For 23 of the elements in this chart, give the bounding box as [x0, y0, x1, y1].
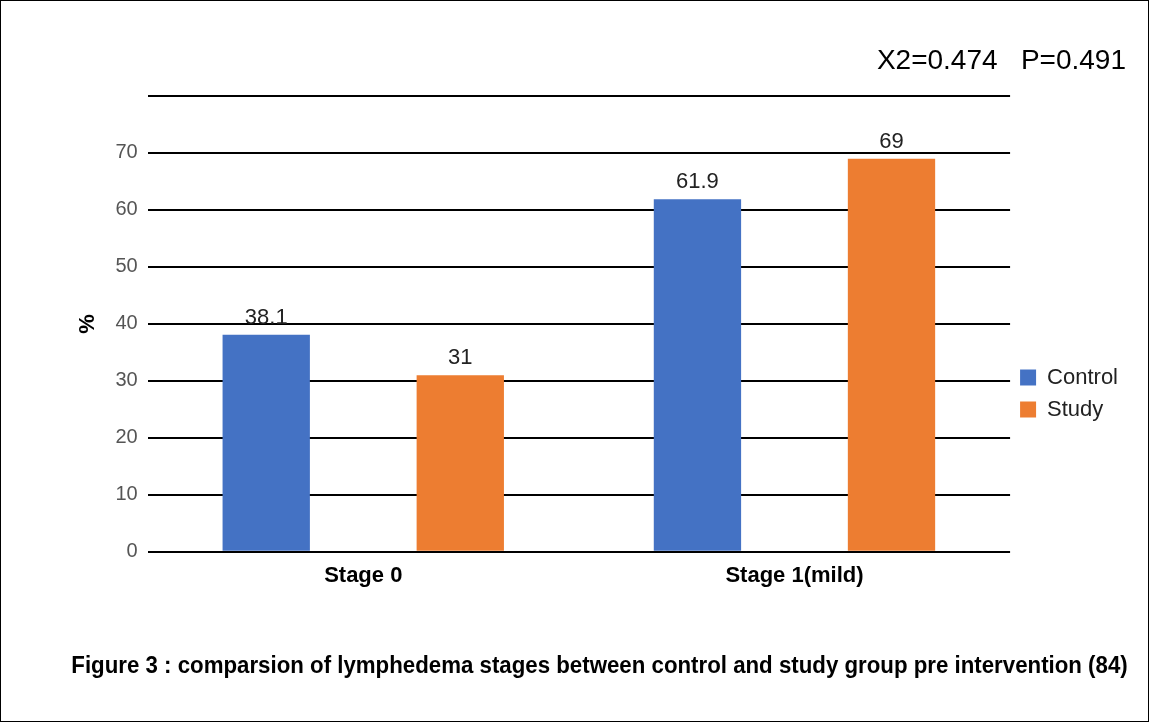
y-tick-label: 50 [115, 254, 138, 277]
y-tick-label: 70 [115, 140, 138, 163]
bar [222, 334, 310, 551]
bar [416, 375, 504, 551]
legend-label: Study [1047, 395, 1104, 421]
data-label: 61.9 [676, 168, 719, 194]
bar [847, 158, 936, 551]
bar [653, 199, 742, 551]
y-tick-label: 40 [115, 311, 138, 334]
text: X2=0.474 P=0.491 [876, 43, 1126, 75]
x-tick-label: Stage 1(mild) [725, 562, 864, 588]
y-tick-label: 20 [115, 425, 138, 448]
y-tick-label: 60 [115, 197, 138, 220]
text: Figure 3 : comparsion of lymphedema stages between control and study group pre intervention (84) [71, 651, 1128, 679]
data-label: 31 [448, 344, 473, 370]
y-tick-label: 30 [115, 368, 138, 391]
y-axis-title: % [74, 314, 100, 334]
legend-label: Control [1047, 363, 1118, 389]
x-tick-label: Stage 0 [324, 562, 403, 588]
data-label: 69 [879, 127, 904, 153]
data-label: 38.1 [244, 303, 288, 329]
y-tick-label: 10 [115, 482, 138, 505]
y-tick-label: 0 [126, 539, 138, 562]
